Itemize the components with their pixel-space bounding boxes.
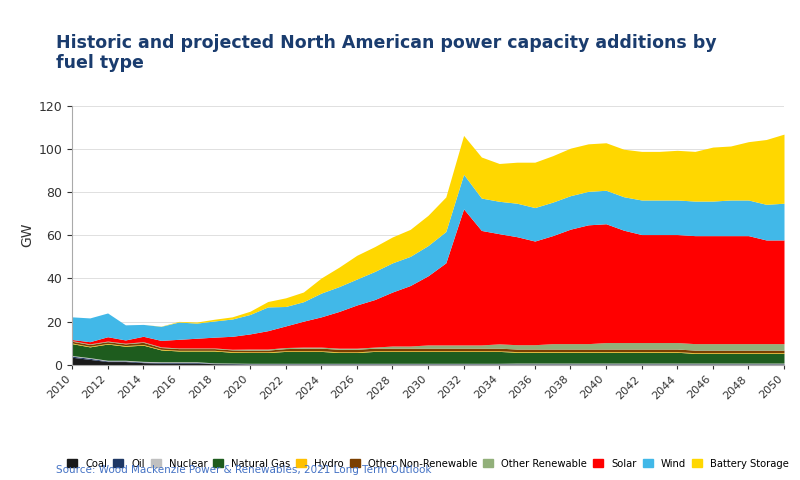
Legend: Coal, Oil, Nuclear, Natural Gas, Hydro, Other Non-Renewable, Other Renewable, So: Coal, Oil, Nuclear, Natural Gas, Hydro, … [67,459,789,468]
Y-axis label: GW: GW [20,223,34,248]
Text: Historic and projected North American power capacity additions by
fuel type: Historic and projected North American po… [56,34,717,72]
Text: Source: Wood Mackenzie Power & Renewables, 2021 Long Term Outlook: Source: Wood Mackenzie Power & Renewable… [56,465,431,475]
